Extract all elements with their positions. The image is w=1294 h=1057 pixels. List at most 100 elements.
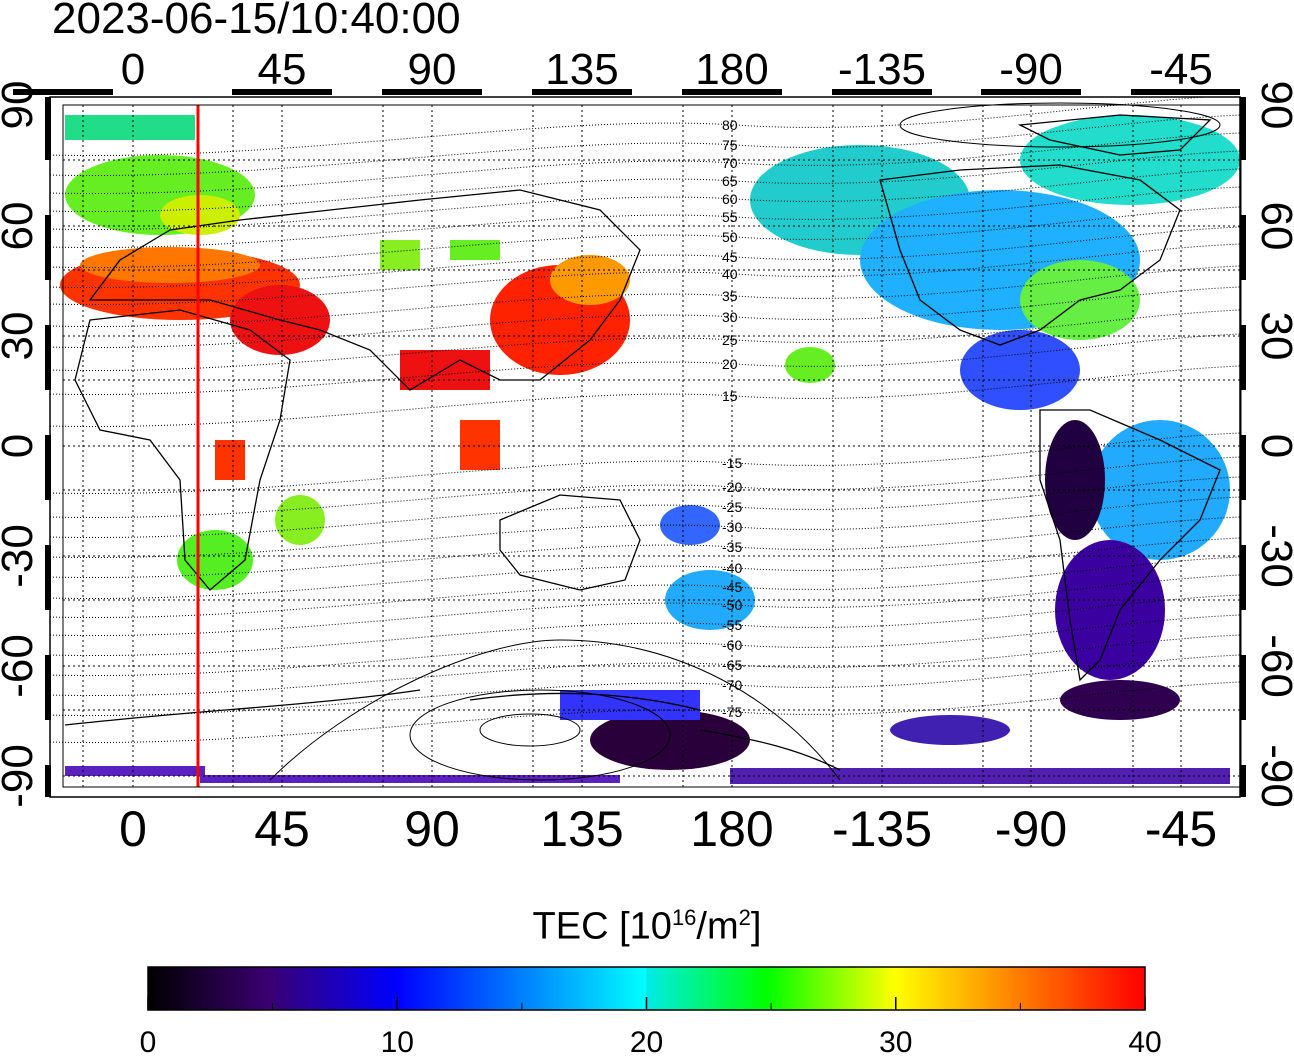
contour-ring	[899, 102, 1221, 148]
contour-label: -65	[722, 657, 742, 673]
contour-label: -60	[722, 637, 742, 653]
contour-line	[50, 286, 1240, 348]
lon-label-bottom: -135	[832, 801, 932, 857]
contour-label: -50	[722, 597, 742, 613]
lat-label-left: -90	[0, 744, 42, 808]
contour-label: 50	[722, 229, 738, 245]
lat-label-left: 0	[0, 434, 42, 458]
frame-bar	[1240, 325, 1246, 390]
frame-bar	[1240, 97, 1246, 160]
lon-label-bottom: 0	[119, 801, 147, 857]
contour-line	[50, 681, 1240, 743]
contour-label: -55	[722, 617, 742, 633]
contour-ring	[409, 689, 671, 781]
contour-line	[50, 265, 1240, 327]
lon-label-top: 0	[121, 45, 145, 94]
lat-label-right: 0	[1252, 434, 1294, 458]
contour-line	[50, 556, 1240, 618]
contour-label: 45	[722, 249, 738, 265]
lat-label-right: -30	[1252, 524, 1294, 588]
lon-label-top: 45	[258, 45, 307, 94]
frame-bar	[832, 89, 932, 95]
frame-bar	[232, 89, 332, 95]
frame-bar	[45, 215, 51, 280]
contour-line	[50, 537, 1240, 599]
lon-label-top: -90	[999, 45, 1063, 94]
frame-bar	[1240, 545, 1246, 610]
frame-bar	[532, 89, 632, 95]
contour-label: 25	[722, 332, 738, 348]
lon-label-bottom: -90	[995, 801, 1067, 857]
lon-label-bottom: 135	[540, 801, 623, 857]
lon-label-top: 180	[695, 45, 768, 94]
contour-line	[50, 97, 1214, 156]
contour-line	[50, 150, 1240, 212]
lat-label-right: 60	[1252, 202, 1294, 251]
lon-label-bottom: 90	[404, 801, 460, 857]
top-longitude-labels: 0 45 90 135 180 -135 -90 -45	[121, 45, 1213, 94]
contour-line	[50, 476, 1240, 538]
lat-label-left: 30	[0, 312, 42, 361]
colorbar-tick-label: 10	[381, 1026, 414, 1057]
left-latitude-labels: 90 60 30 0 -30 -60 -90	[0, 81, 42, 808]
contour-line	[50, 654, 1240, 716]
contour-line	[50, 432, 1240, 494]
contour-line	[50, 516, 1240, 578]
lon-label-top: 90	[408, 45, 457, 94]
frame-bar	[1131, 89, 1231, 95]
frame-bar	[1240, 215, 1246, 280]
frame-bar	[13, 89, 113, 95]
coastlines	[64, 114, 1221, 771]
frame-bar	[45, 325, 51, 390]
frame-bar	[45, 97, 51, 160]
frame-bar	[1240, 655, 1246, 720]
contour-line	[50, 206, 1240, 268]
contour-line	[50, 594, 1240, 656]
contour-label: 70	[722, 155, 738, 171]
contour-line	[50, 186, 1240, 248]
contour-label: 55	[722, 209, 738, 225]
lat-label-right: -60	[1252, 634, 1294, 698]
frame-bar	[45, 765, 51, 797]
contour-label: 20	[722, 356, 738, 372]
contour-ring	[269, 639, 841, 781]
contour-label: -25	[722, 499, 742, 515]
lat-label-left: 60	[0, 202, 42, 251]
lon-label-bottom: 180	[690, 801, 773, 857]
lat-label-right: 30	[1252, 312, 1294, 361]
contour-label: 75	[722, 137, 738, 153]
lat-label-right: -90	[1252, 744, 1294, 808]
lat-label-left: -60	[0, 634, 42, 698]
contour-label: 30	[722, 309, 738, 325]
contour-line	[50, 309, 1240, 371]
contour-line	[50, 496, 1240, 558]
frame-bar	[1240, 765, 1246, 797]
colorbar-title: TEC [1016/m2]	[532, 905, 762, 948]
lat-label-left: -30	[0, 524, 42, 588]
lat-label-left: 90	[0, 81, 42, 130]
frame-bar	[981, 89, 1081, 95]
frame-bars	[13, 89, 1246, 797]
contour-label: -45	[722, 579, 742, 595]
contour-line	[50, 365, 1240, 427]
colorbar-tick-label: 20	[630, 1026, 663, 1057]
timestamp: 2023-06-15/10:40:00	[52, 0, 461, 43]
colorbar-ticks: 0 10 20 30 40	[140, 997, 1162, 1057]
contour-line	[50, 226, 1240, 288]
contour-line	[50, 574, 1240, 636]
frame-bar	[682, 89, 782, 95]
contour-line	[50, 168, 1240, 230]
contour-label: -35	[722, 539, 742, 555]
frame-bar	[1240, 435, 1246, 500]
contour-line	[50, 614, 1240, 676]
contour-line	[50, 243, 1240, 305]
contour-label: -75	[722, 704, 742, 720]
colorbar-tick-label: 30	[879, 1026, 912, 1057]
frame-bar	[45, 655, 51, 720]
contour-label: 15	[722, 388, 738, 404]
right-latitude-labels: 90 60 30 0 -30 -60 -90	[1252, 81, 1294, 808]
contour-label: -15	[722, 455, 742, 471]
contour-label: 40	[722, 266, 738, 282]
lon-label-bottom: -45	[1145, 801, 1217, 857]
